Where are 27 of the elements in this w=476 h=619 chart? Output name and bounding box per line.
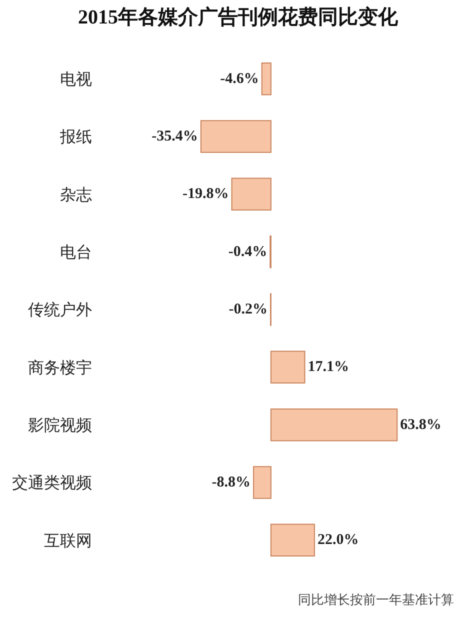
bar: [261, 62, 272, 96]
data-label: -0.4%: [228, 244, 268, 260]
data-label: -8.8%: [212, 474, 251, 490]
bar: [200, 120, 272, 153]
y-tick-label: 传统户外: [28, 301, 92, 320]
data-label: -0.2%: [228, 302, 268, 318]
bar: [270, 524, 315, 557]
bar: [231, 178, 272, 211]
data-label: 22.0%: [317, 532, 359, 548]
data-label: -4.6%: [220, 70, 259, 87]
y-tick-label: 互联网: [44, 532, 92, 550]
data-label: -35.4%: [152, 128, 198, 144]
y-tick-label: 报纸: [59, 129, 92, 146]
y-tick-label: 电视: [60, 70, 92, 88]
bar: [270, 408, 398, 442]
y-tick-label: 商务楼宇: [28, 358, 92, 377]
y-tick-label: 电台: [60, 243, 92, 262]
y-tick-label: 杂志: [60, 186, 92, 204]
data-label: 17.1%: [308, 359, 350, 376]
y-tick-label: 影院视频: [28, 416, 92, 434]
text: 同比增长按前一年基准计算: [298, 592, 454, 607]
data-label: 63.8%: [400, 416, 442, 433]
data-label: -19.8%: [182, 186, 229, 202]
bar: [270, 350, 306, 384]
bar: [253, 466, 272, 499]
y-tick-label: 交通类视频: [12, 474, 92, 492]
chart-title: 2015年各媒介广告刊例花费同比变化: [78, 5, 399, 28]
